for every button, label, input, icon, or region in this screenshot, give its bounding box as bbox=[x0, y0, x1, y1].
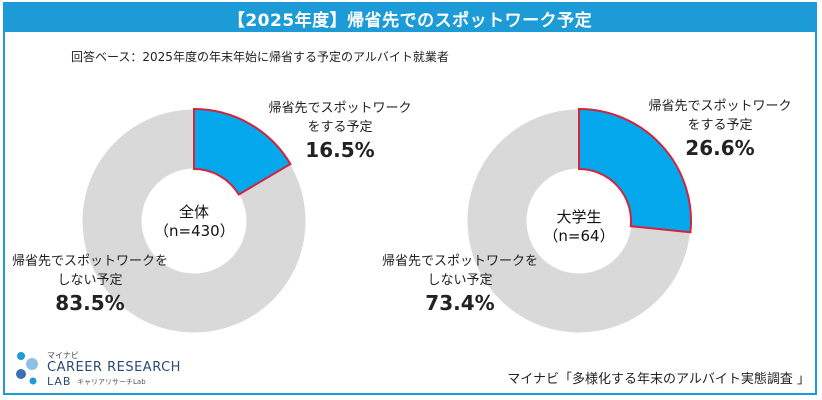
slice-label-line1: 帰省先でスポットワークを bbox=[11, 254, 168, 269]
slice-label-line2: をする予定 bbox=[307, 120, 373, 135]
slice-label-line2: をする予定 bbox=[687, 118, 753, 133]
donut-slice-yes bbox=[193, 107, 292, 196]
career-research-lab-logo: マイナビ CAREER RESEARCH LAB キャリアリサーチLab bbox=[13, 348, 180, 392]
center-sample-size: （n=430） bbox=[154, 222, 235, 240]
slice-label-line2: しない予定 bbox=[427, 273, 493, 288]
donut-slice-no bbox=[81, 108, 307, 334]
donut-slice-no bbox=[466, 108, 691, 334]
logo-brand-lab: LAB bbox=[47, 375, 72, 388]
logo-mark-icon bbox=[16, 352, 38, 385]
chart-title: 【2025年度】帰省先でのスポットワーク予定 bbox=[5, 4, 815, 32]
donut-chart-university bbox=[466, 107, 692, 334]
donut-slice-yes bbox=[578, 107, 692, 234]
center-group-name: 全体 bbox=[178, 203, 209, 221]
donut-chart-overall bbox=[81, 107, 307, 334]
center-label-overall: 全体 （n=430） bbox=[154, 203, 235, 241]
slice-label-yes-university: 帰省先でスポットワーク をする予定 26.6% bbox=[625, 97, 815, 161]
slice-value: 73.4% bbox=[425, 291, 495, 315]
center-label-university: 大学生 （n=64） bbox=[539, 208, 619, 246]
slice-label-line1: 帰省先でスポットワーク bbox=[648, 99, 792, 114]
logo-brand-main: CAREER RESEARCH bbox=[47, 360, 181, 375]
slice-label-no-university: 帰省先でスポットワークを しない予定 73.4% bbox=[360, 252, 560, 316]
slice-label-no-overall: 帰省先でスポットワークを しない予定 83.5% bbox=[0, 252, 180, 316]
slice-label-yes-overall: 帰省先でスポットワーク をする予定 16.5% bbox=[245, 99, 435, 163]
center-sample-size: （n=64） bbox=[543, 227, 615, 245]
slice-label-line1: 帰省先でスポットワークを bbox=[381, 254, 538, 269]
logo-brand-sub: キャリアリサーチLab bbox=[77, 378, 146, 386]
response-basis-note: 回答ベース：2025年度の年末年始に帰省する予定のアルバイト就業者 bbox=[71, 50, 449, 64]
slice-value: 83.5% bbox=[55, 291, 125, 315]
slice-value: 26.6% bbox=[685, 136, 755, 160]
slice-label-line1: 帰省先でスポットワーク bbox=[268, 101, 412, 116]
slice-value: 16.5% bbox=[305, 138, 375, 162]
center-group-name: 大学生 bbox=[556, 208, 602, 226]
logo-brand-top: マイナビ bbox=[47, 351, 79, 360]
source-note: マイナビ「多様化する年末のアルバイト実態調査 」 bbox=[507, 372, 810, 387]
slice-label-line2: しない予定 bbox=[57, 273, 123, 288]
